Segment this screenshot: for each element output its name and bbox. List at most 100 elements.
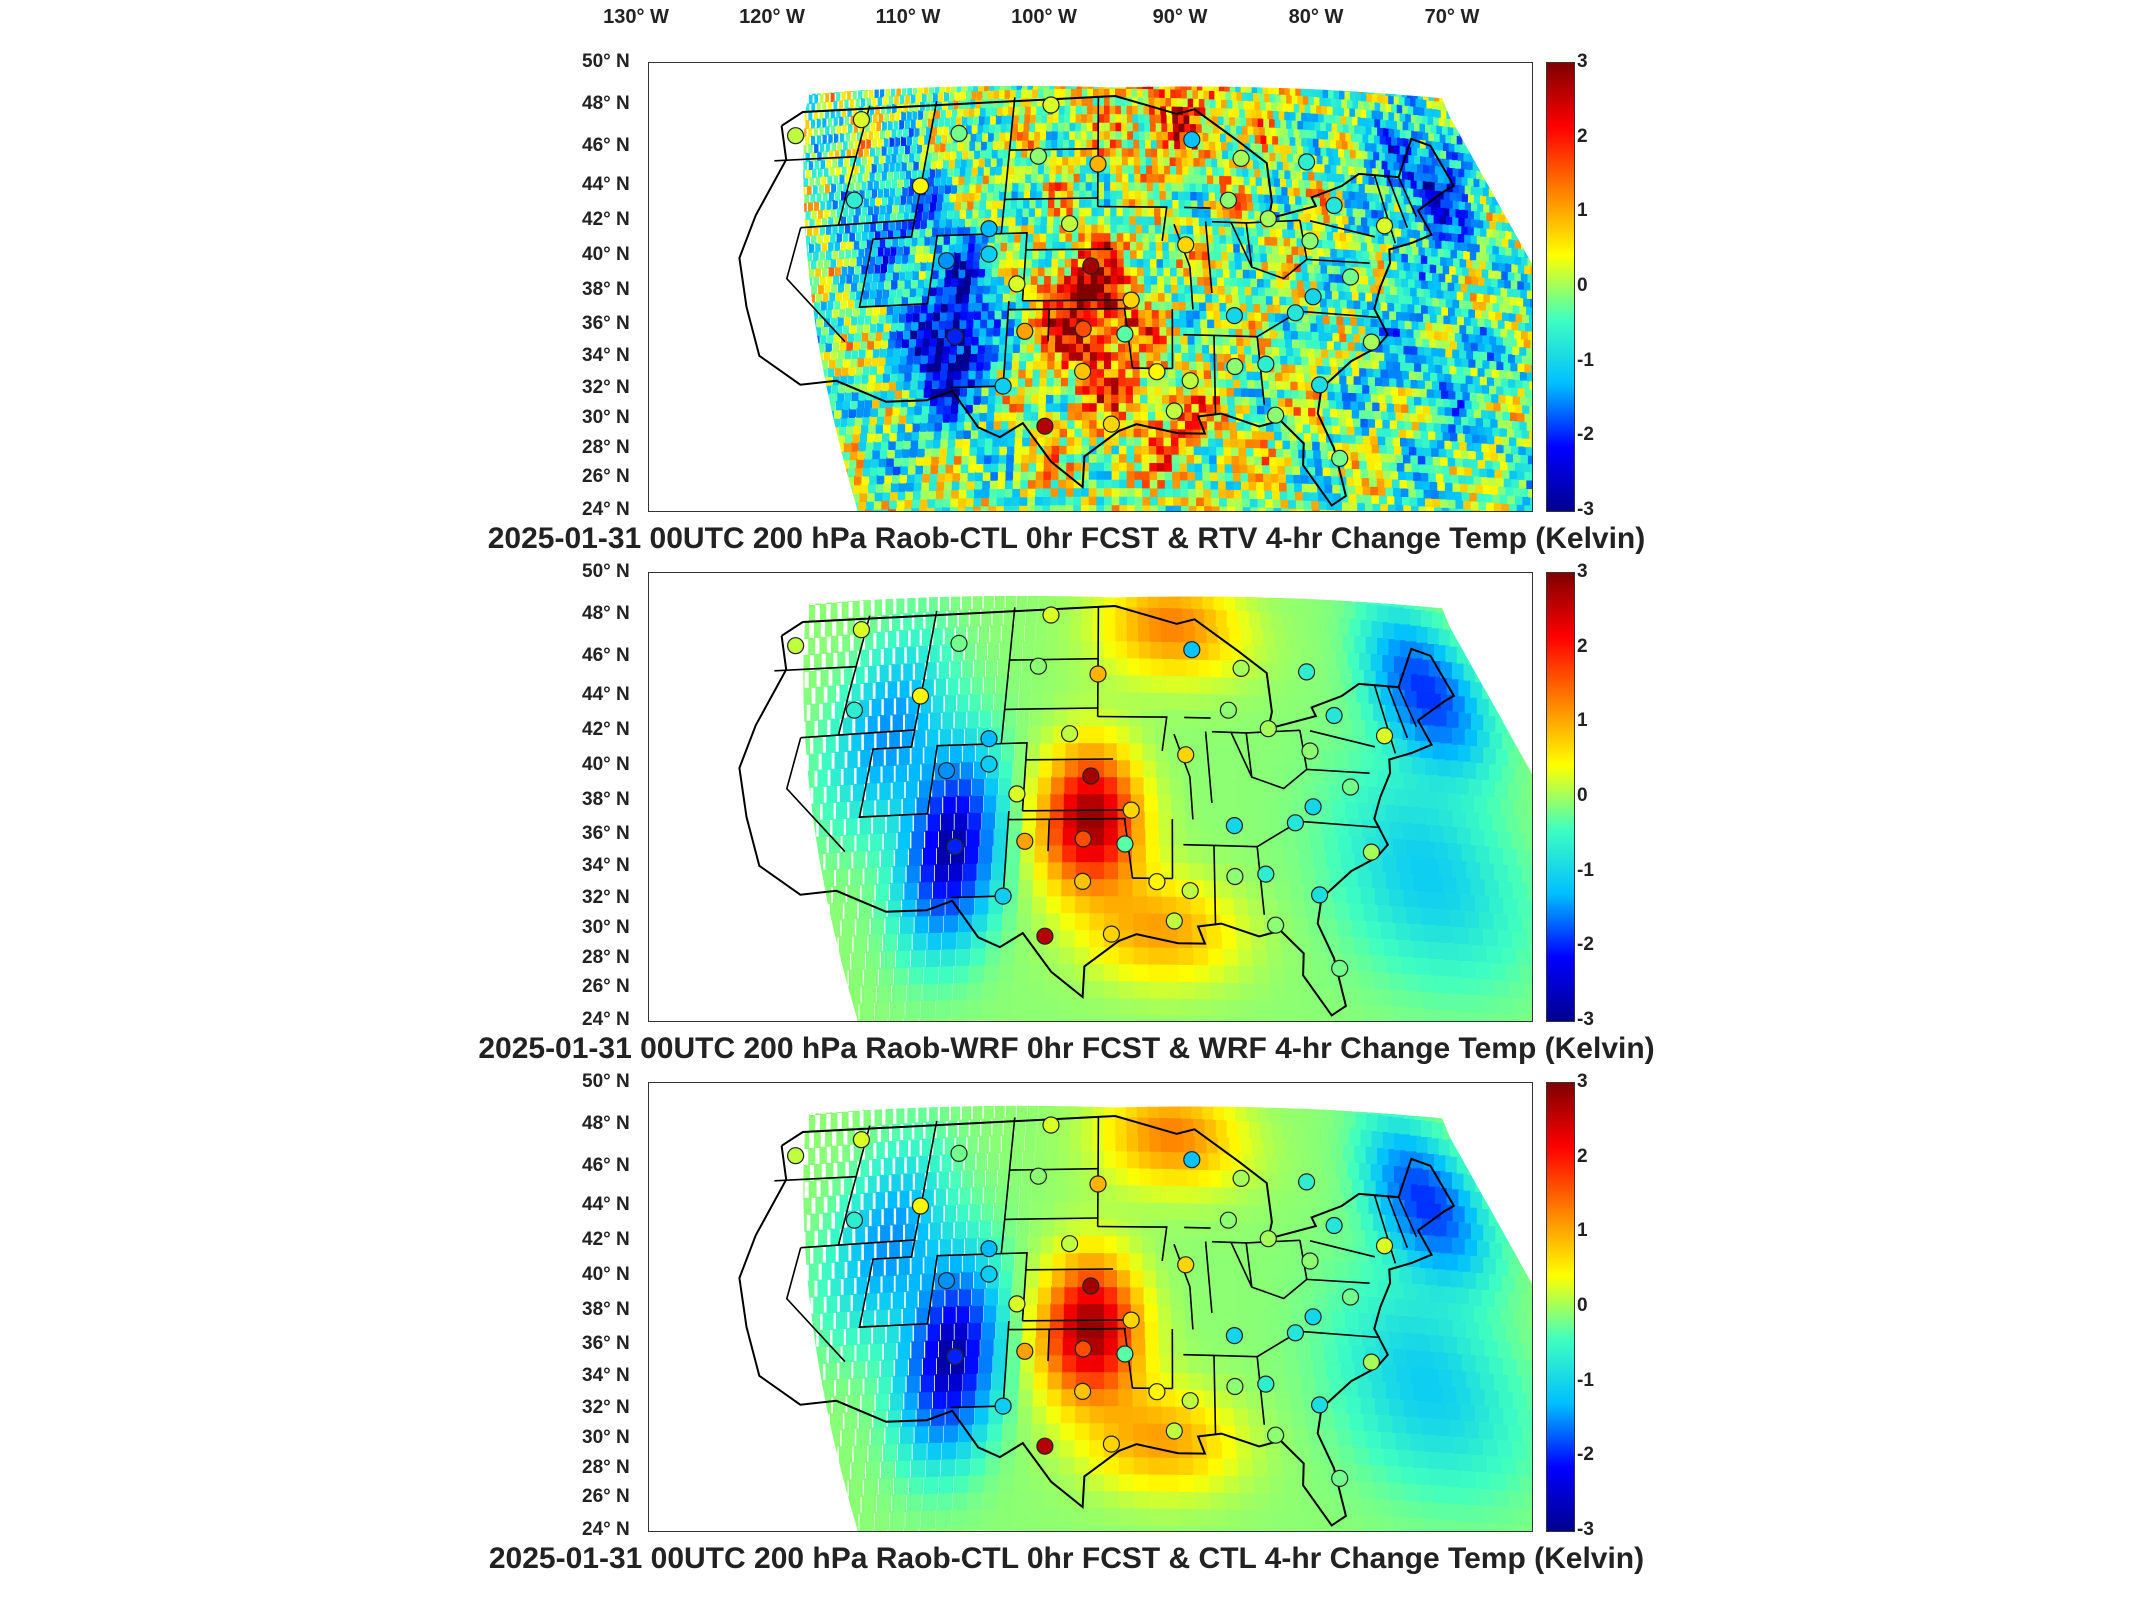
state-border [1047,818,1051,852]
raob-station-marker [911,687,930,705]
raob-station-marker [1116,835,1134,853]
latitude-label: 26° N [582,975,630,997]
raob-station-marker [1102,415,1120,433]
raob-station-marker [1061,725,1079,743]
raob-station-marker [950,1144,968,1163]
state-border [1004,707,1098,711]
raob-station-marker [950,634,968,653]
temperature-field [803,85,1532,511]
raob-station-marker [1016,322,1034,340]
raob-station-marker [1362,333,1381,351]
raob-station-marker [852,111,870,129]
state-border [1230,1241,1308,1300]
raob-station-marker [937,762,956,780]
map-svg [738,595,1532,1021]
panel-title: 2025-01-31 00UTC 200 hPa Raob-CTL 0hr FC… [487,522,1646,555]
map-panel-1: 50° N 48° N 46° N 44° N 42° N 40° N 38° N 36° N… [0,0,2133,555]
state-border [1373,174,1397,244]
colorbar-tick-label: -2 [1577,1444,1594,1466]
state-border [785,1247,846,1363]
raob-station-marker [1165,402,1183,420]
raob-station-marker [845,701,863,719]
raob-station-marker [1042,606,1060,624]
latitude-label: 34° N [582,345,630,367]
us-coastline [738,604,1456,1017]
latitude-label: 48° N [582,93,630,115]
raob-station-marker [1232,149,1250,168]
state-border [1373,1194,1397,1264]
raob-station-marker [1331,449,1349,467]
map-plot-area [648,1082,1533,1532]
state-border [1213,845,1217,924]
raob-station-marker [1008,785,1026,803]
raob-station-marker [1219,701,1238,719]
raob-station-marker [1074,1340,1092,1358]
colorbar-tick-label: -1 [1577,859,1594,881]
colorbar-tick-label: 3 [1577,1071,1588,1092]
raob-station-marker [1089,665,1107,683]
colorbar-tick-label: -1 [1577,349,1594,371]
raob-station-marker [1304,1308,1322,1326]
raob-station-marker [1225,1327,1244,1345]
latitude-label: 40° N [582,243,630,265]
latitude-label: 24° N [582,1519,630,1540]
colorbar-tick-label: -3 [1577,1519,1594,1540]
raob-station-marker [1362,843,1381,861]
raob-station-marker [1008,1295,1026,1313]
state-border [1008,817,1126,821]
raob-station-marker [994,377,1012,395]
raob-station-marker [1016,1342,1034,1360]
state-border [1211,219,1300,224]
raob-station-marker [1181,1392,1199,1410]
raob-station-marker [1257,355,1275,373]
raob-station-marker [1042,96,1060,114]
state-border [1387,1196,1409,1248]
latitude-label: 28° N [582,1456,630,1478]
state-border [1009,657,1099,661]
state-border [1004,1217,1098,1221]
state-border [800,1239,915,1249]
raob-station-marker [1297,153,1316,171]
state-border [1184,206,1211,209]
latitude-label: 28° N [582,436,630,458]
raob-station-marker [1122,801,1140,819]
raob-station-marker [1225,307,1244,325]
raob-station-marker [1257,865,1275,883]
raob-station-marker [1297,663,1316,681]
state-border [1397,1196,1418,1238]
state-border [837,615,871,735]
state-border [1097,205,1168,242]
state-border [1204,1241,1213,1313]
state-border [1097,715,1168,752]
state-border [1387,686,1409,738]
map-plot-area [648,62,1533,512]
latitude-label: 32° N [582,376,630,398]
raob-station-marker [1089,155,1107,173]
state-border [858,610,1028,818]
state-border [858,1120,1028,1328]
state-border [1096,1115,1100,1227]
raob-station-marker [787,127,805,145]
raob-station-marker [1257,1375,1275,1393]
map-svg [738,85,1532,511]
state-border [1245,732,1253,778]
latitude-label: 44° N [582,173,630,195]
raob-station-marker [1165,1422,1183,1440]
raob-station-marker [1061,1235,1079,1253]
raob-station-marker [1341,778,1360,796]
latitude-label: 44° N [582,1193,630,1215]
state-border [800,219,915,229]
raob-station-marker [1177,746,1195,764]
raob-station-marker [937,1272,956,1290]
raob-station-marker [1122,291,1140,309]
raob-station-marker [1362,1353,1381,1371]
raob-station-marker [1082,1277,1100,1295]
raob-station-marker [1082,257,1100,275]
state-border [1245,1242,1253,1288]
raob-station-marker [1181,882,1199,900]
latitude-label: 28° N [582,946,630,968]
state-border [1204,731,1213,803]
latitude-label: 38° N [582,789,630,811]
state-border [1230,731,1308,790]
raob-station-marker [1061,215,1079,233]
